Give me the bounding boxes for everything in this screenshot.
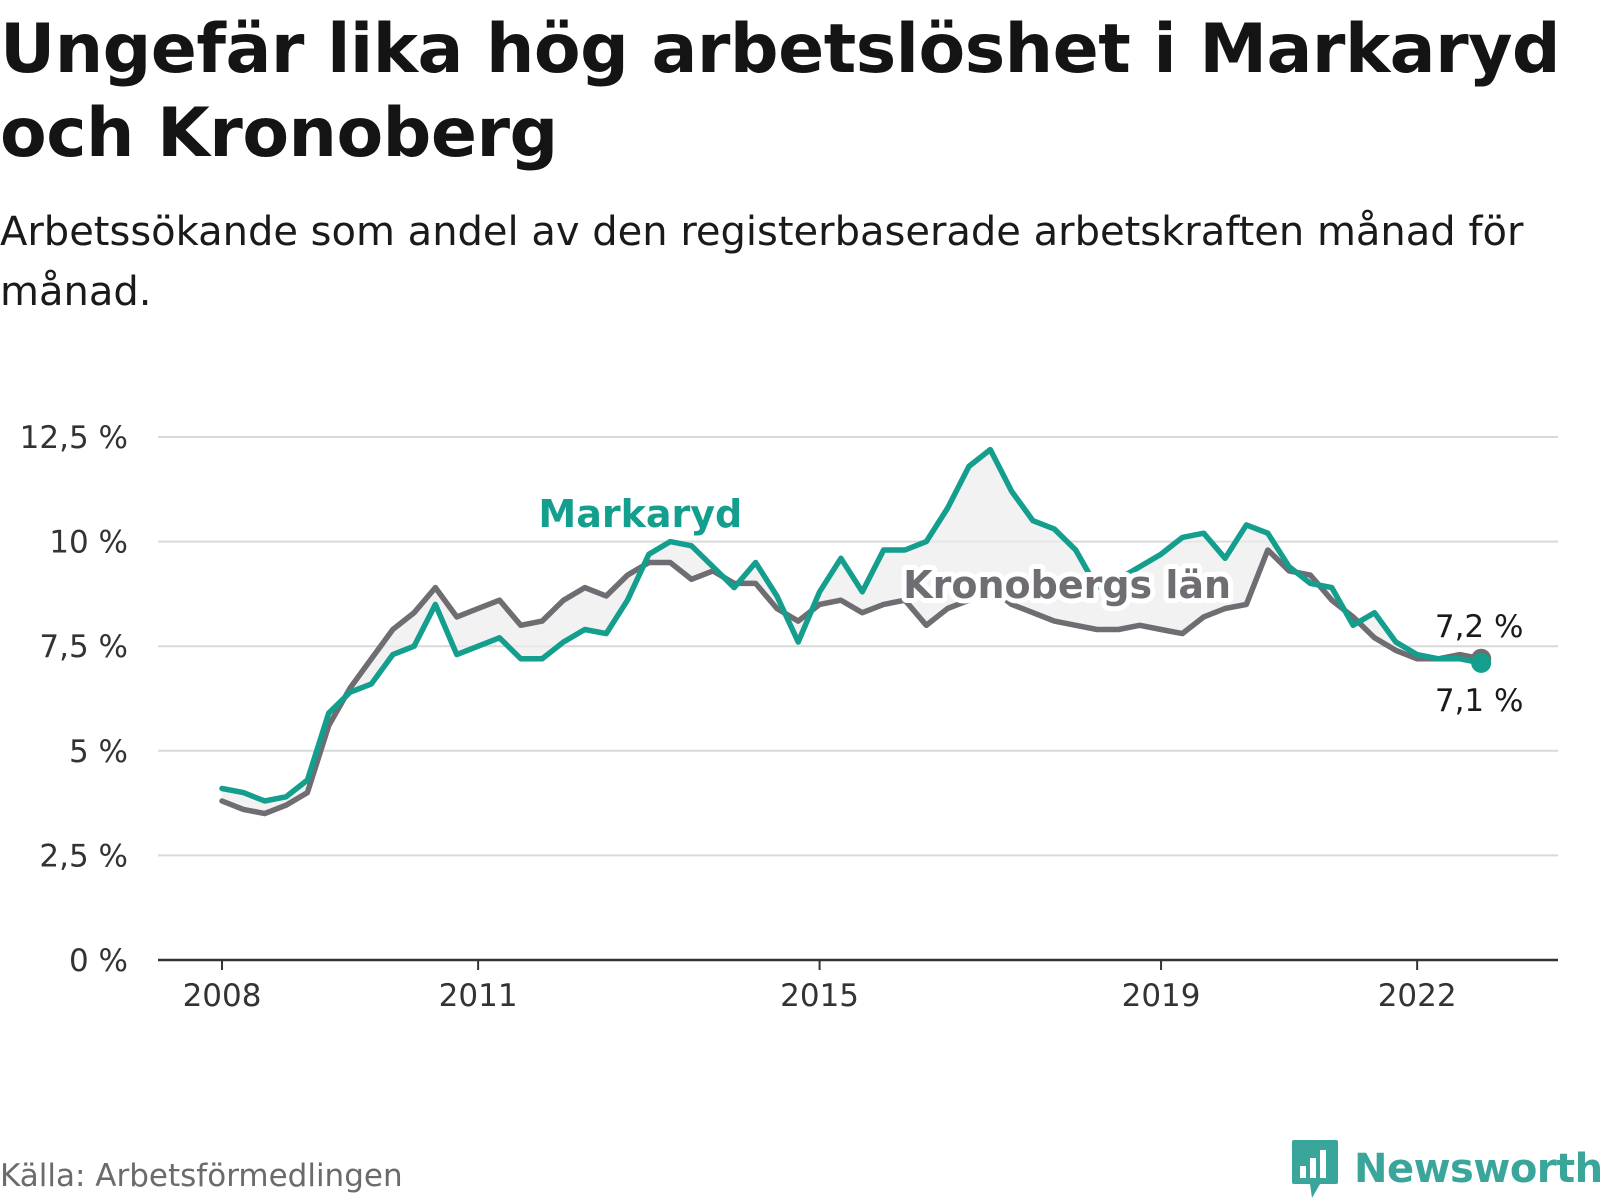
y-tick-label: 5 % [69, 734, 128, 770]
end-point-markaryd [1471, 652, 1492, 673]
series-label-markaryd: Markaryd [538, 492, 742, 536]
line-chart: 0 %2,5 %5 %7,5 %10 %12,5 % 2008 2011 2015 2… [20, 420, 1558, 1014]
difference-area [222, 449, 1482, 814]
end-label-kronobergs-lan: 7,2 % [1435, 609, 1524, 645]
y-axis: 0 % 2,5 % 5 % 7,5 % 10 % 12,5 % [20, 420, 128, 979]
y-tick-label: 7,5 % [39, 629, 128, 665]
gridlines [158, 436, 1558, 857]
difference-area-fill [222, 449, 1482, 814]
series-line-kronobergs-lan [219, 547, 1484, 817]
x-axis: 2008 2011 2015 2019 2022 [158, 958, 1558, 1014]
x-tick-label: 2011 [439, 978, 518, 1014]
chart-subtitle: Arbetssökande som andel av den registerb… [0, 209, 1524, 315]
y-tick-label: 2,5 % [39, 838, 128, 874]
x-tick-label: 2015 [780, 978, 859, 1014]
y-tick-label: 10 % [49, 525, 128, 561]
series-label-kronobergs-lan: Kronobergs län [903, 563, 1231, 607]
end-label-markaryd: 7,1 % [1435, 683, 1524, 719]
x-tick-label: 2022 [1378, 978, 1457, 1014]
y-tick-label: 12,5 % [20, 420, 128, 456]
series-lines [219, 446, 1492, 817]
x-tick-label: 2008 [183, 978, 262, 1014]
series-line-markaryd [219, 446, 1484, 804]
source-note: Källa: Arbetsförmedlingen [0, 1158, 403, 1194]
newsworthy-logo[interactable]: Newsworthy [1290, 1138, 1600, 1200]
x-tick-label: 2019 [1122, 978, 1201, 1014]
chart-title: Ungefär lika hög arbetslöshet i Markaryd… [0, 10, 1561, 173]
brand-name: Newsworthy [1354, 1146, 1600, 1192]
y-tick-label: 0 % [69, 943, 128, 979]
bar-chart-speech-bubble-icon [1292, 1140, 1338, 1198]
series-labels: 7,2 % 7,1 % Markaryd Kronobergs län [533, 487, 1524, 719]
